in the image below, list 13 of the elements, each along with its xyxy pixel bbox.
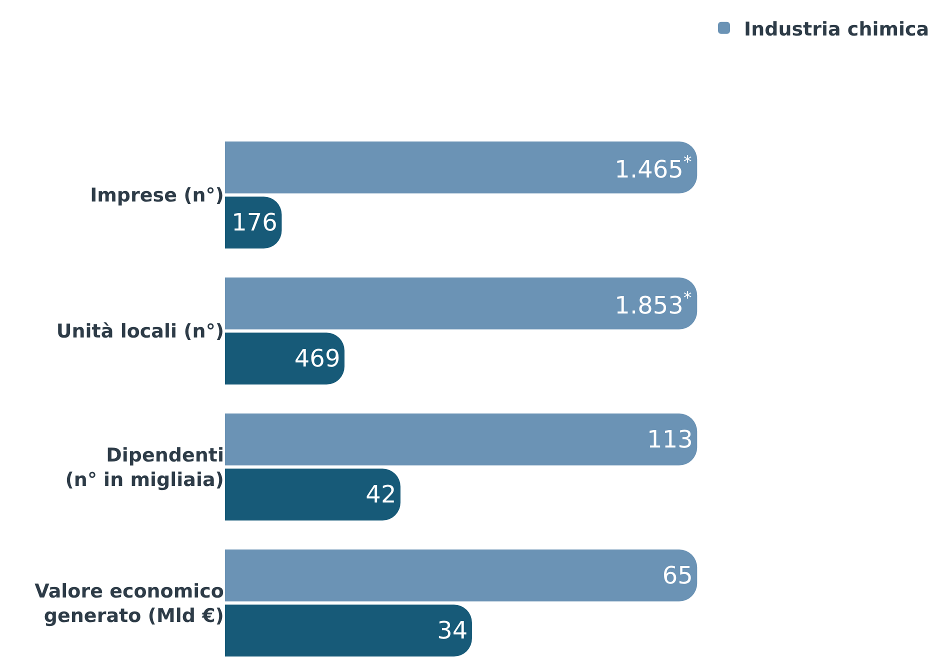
legend-label: Industria chimica: [744, 18, 930, 40]
data-label: 176: [232, 208, 278, 237]
data-label: 1.853$^{*}$: [614, 287, 692, 320]
data-label: 65: [662, 561, 693, 590]
y-tick-label: Unità locali (n°): [56, 320, 224, 343]
y-tick-label: Imprese (n°): [90, 184, 224, 207]
data-label: 113: [647, 425, 693, 454]
y-tick-label: Valore economico generato (Mld €): [34, 580, 224, 627]
data-label: 42: [366, 480, 396, 509]
data-label: 469: [294, 344, 340, 373]
y-tick-label: Dipendenti (n° in migliaia): [65, 444, 224, 491]
data-label: 34: [437, 616, 468, 645]
data-label: 1.465$^{*}$: [614, 151, 692, 184]
